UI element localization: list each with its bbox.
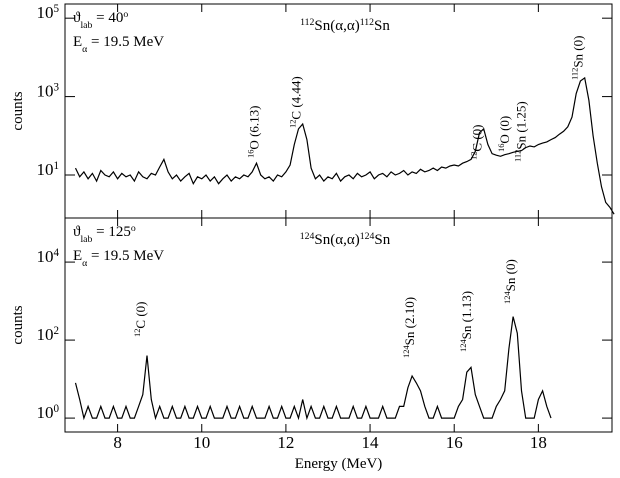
text-run: 112	[513, 150, 523, 162]
text-run: 3	[53, 82, 59, 94]
text-run: 112	[360, 17, 374, 28]
text-run: o	[123, 9, 128, 20]
text-run: Sn (2.10)	[402, 297, 417, 345]
text-run: Sn (0)	[503, 259, 518, 291]
text-run: O (6.13)	[247, 106, 262, 150]
text-run: 10	[36, 403, 53, 422]
text-run: 10	[36, 247, 53, 266]
text-run: 12	[288, 120, 298, 128]
text-run: α	[82, 44, 87, 55]
plot-frame	[64, 217, 613, 433]
text-run: Sn	[374, 232, 390, 248]
peak-annotation: 112Sn (0)	[570, 36, 586, 80]
text-run: lab	[80, 234, 92, 245]
x-tick-label: 8	[113, 433, 122, 452]
x-tick-label: 10	[193, 433, 210, 452]
peak-annotation: 124Sn (1.13)	[458, 291, 474, 352]
text-run: 124	[502, 291, 512, 304]
text-run: lab	[80, 20, 92, 31]
y-tick-label: 101	[36, 160, 59, 179]
x-tick-label: 14	[362, 433, 380, 452]
text-run: 10	[36, 3, 53, 22]
y-tick-label: 104	[36, 247, 59, 266]
text-run: 10	[36, 325, 53, 344]
y-tick-label: 103	[36, 82, 59, 101]
x-tick-label: 16	[446, 433, 463, 452]
text-run: ϑ	[73, 10, 81, 26]
text-run: 12	[132, 329, 142, 337]
peak-annotation: 12C (0)	[132, 301, 148, 337]
text-run: 16	[496, 144, 506, 152]
text-run: Sn (1.25)	[514, 101, 529, 149]
text-run: = 19.5 MeV	[87, 34, 164, 50]
y-tick-label: 102	[36, 325, 59, 344]
text-run: 16	[246, 150, 256, 158]
panel-title: 112Sn(α,α)112Sn	[300, 17, 390, 35]
text-run: C (0)	[470, 124, 485, 151]
x-tick-label: 12	[277, 433, 294, 452]
text-run: Sn(α,α)	[314, 232, 359, 248]
text-run: 1	[53, 160, 59, 172]
text-run: ϑ	[73, 224, 81, 240]
y-tick-label: 100	[36, 403, 59, 422]
text-run: C (0)	[133, 301, 148, 328]
peak-annotation: 112Sn (1.25)	[513, 101, 529, 162]
y-axis-label: counts	[10, 305, 26, 344]
text-run: 2	[53, 325, 59, 337]
text-run: 12	[469, 152, 479, 160]
text-run: α	[82, 258, 87, 269]
text-run: Sn(α,α)	[314, 18, 359, 34]
text-run: 10	[36, 82, 53, 101]
condition: Eα = 19.5 MeV	[73, 248, 164, 269]
text-run: 112	[570, 68, 580, 80]
peak-annotation: 12C (4.44)	[288, 76, 304, 128]
panel-title: 124Sn(α,α)124Sn	[300, 231, 391, 249]
condition: Eα = 19.5 MeV	[73, 34, 164, 55]
spectrum-line	[74, 316, 552, 421]
text-run: 124	[360, 231, 375, 242]
text-run: = 40	[92, 10, 123, 26]
y-tick-label: 105	[36, 3, 59, 22]
condition: ϑlab = 40o	[73, 9, 128, 31]
text-run: 112	[300, 17, 314, 28]
text-run: = 19.5 MeV	[87, 248, 164, 264]
text-run: E	[73, 34, 82, 50]
peak-annotation: 124Sn (0)	[502, 259, 518, 304]
text-run: o	[131, 223, 136, 234]
y-axis-label: counts	[10, 91, 26, 130]
x-tick-label: 18	[530, 433, 547, 452]
peak-annotation: 12C (0)	[469, 124, 485, 160]
text-run: Sn (1.13)	[459, 291, 474, 339]
text-run: 5	[53, 3, 59, 15]
text-run: 124	[401, 345, 411, 358]
text-run: E	[73, 248, 82, 264]
x-axis-label: Energy (MeV)	[295, 456, 383, 472]
text-run: 124	[458, 339, 468, 352]
text-run: C (4.44)	[289, 76, 304, 119]
text-run: = 125	[92, 224, 130, 240]
spectrum-line	[74, 76, 615, 215]
text-run: 10	[36, 160, 53, 179]
text-run: Sn (0)	[571, 36, 586, 68]
peak-annotation: 16O (0)	[496, 116, 512, 152]
peak-annotation: 124Sn (2.10)	[401, 297, 417, 358]
text-run: O (0)	[497, 116, 512, 144]
text-run: 124	[300, 231, 315, 242]
condition: ϑlab = 125o	[73, 223, 136, 245]
text-run: 0	[53, 403, 59, 415]
peak-annotation: 16O (6.13)	[246, 106, 262, 158]
text-run: 4	[53, 247, 59, 259]
text-run: Sn	[374, 18, 390, 34]
